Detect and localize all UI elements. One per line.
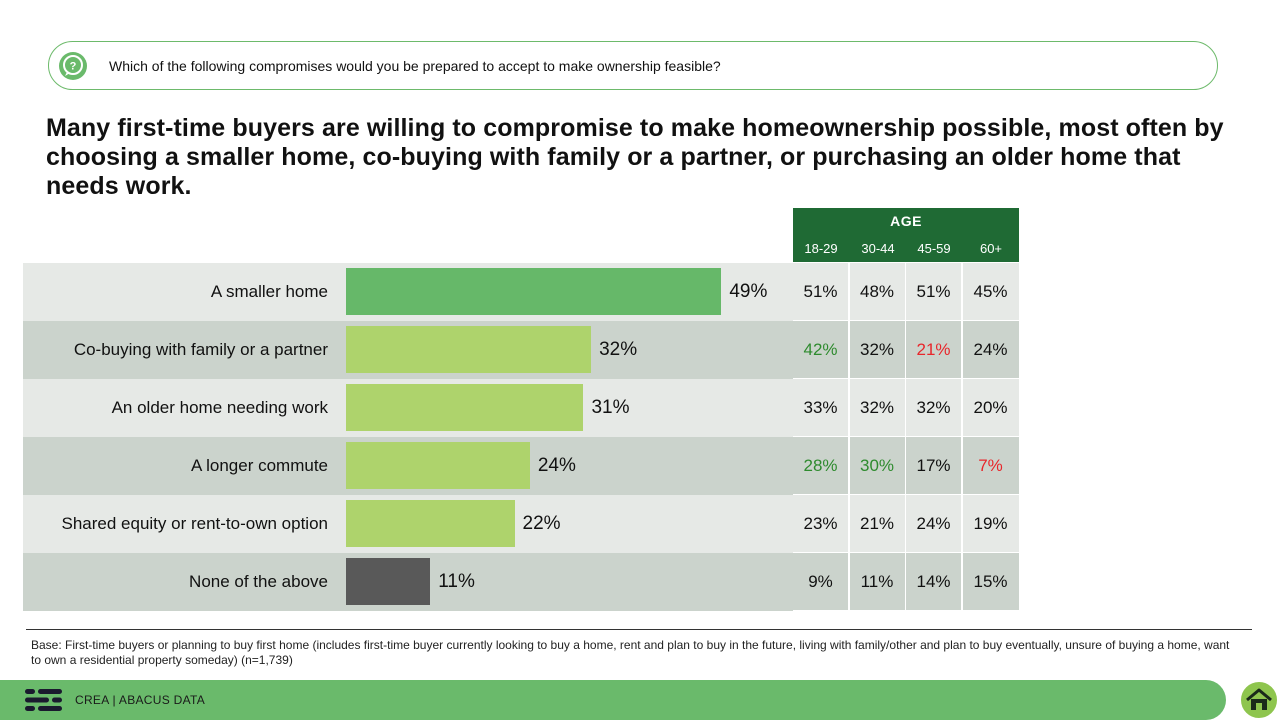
age-cell: 24%	[906, 495, 962, 553]
chart: AGE 18-29 30-44 45-59 60+ A smaller home…	[23, 208, 1023, 618]
chart-row: Co-buying with family or a partner 32% 42%…	[23, 321, 1019, 379]
footer-brand: CREA | ABACUS DATA	[75, 693, 206, 707]
age-cell: 19%	[962, 495, 1019, 553]
question-bubble-icon: ?	[59, 52, 87, 80]
age-cell: 15%	[962, 553, 1019, 611]
age-table-header: AGE 18-29 30-44 45-59 60+	[793, 208, 1019, 262]
house-icon	[1246, 688, 1272, 710]
age-cell: 11%	[849, 553, 906, 611]
category-label: A smaller home	[210, 282, 328, 301]
age-col-60-plus: 60+	[979, 241, 1003, 256]
age-col-45-59: 45-59	[917, 241, 951, 256]
svg-text:?: ?	[70, 61, 77, 73]
age-col-30-44: 30-44	[861, 241, 895, 256]
chart-row: None of the above 11% 9% 11% 14% 15%	[23, 553, 1019, 611]
chart-row: A longer commute 24% 28% 30% 17% 7%	[23, 437, 1019, 495]
age-cell: 51%	[906, 263, 962, 321]
footnote: Base: First-time buyers or planning to b…	[31, 638, 1230, 667]
bar	[346, 326, 592, 373]
age-cell: 21%	[906, 321, 962, 379]
age-cell: 17%	[906, 437, 962, 495]
age-cell: 21%	[849, 495, 906, 553]
bar	[346, 268, 722, 315]
bar-value-label: 49%	[729, 281, 768, 302]
page-title: Many first-time buyers are willing to co…	[46, 114, 1224, 200]
category-label: An older home needing work	[111, 398, 328, 417]
bar-value-label: 32%	[599, 339, 638, 360]
age-cell: 30%	[849, 437, 906, 495]
age-cell: 20%	[962, 379, 1019, 437]
category-label: Shared equity or rent-to-own option	[61, 514, 329, 533]
age-cell: 42%	[793, 321, 849, 379]
chart-row: An older home needing work 31% 33% 32% 32% 20…	[23, 379, 1019, 437]
age-cell: 23%	[793, 495, 849, 553]
bar	[346, 384, 584, 431]
bar	[346, 500, 515, 547]
age-cell: 32%	[849, 321, 906, 379]
age-cell: 24%	[962, 321, 1019, 379]
age-header-title: AGE	[890, 213, 922, 229]
age-cell: 48%	[849, 263, 906, 321]
question-text: Which of the following compromises would…	[109, 58, 721, 74]
abacus-logo-icon	[25, 689, 62, 711]
bar-value-label: 11%	[438, 571, 475, 592]
age-cell: 45%	[962, 263, 1019, 321]
footer-bar	[0, 680, 1226, 720]
age-col-18-29: 18-29	[804, 241, 838, 256]
age-cell: 28%	[793, 437, 849, 495]
category-label: A longer commute	[190, 456, 328, 475]
home-button[interactable]	[1239, 680, 1279, 720]
chart-row: A smaller home 49% 51% 48% 51% 45%	[23, 263, 1019, 321]
bar-value-label: 24%	[537, 455, 576, 476]
bar	[346, 442, 530, 489]
age-cell: 9%	[793, 553, 849, 611]
chart-row: Shared equity or rent-to-own option 22% 23…	[23, 495, 1019, 553]
age-cell: 14%	[906, 553, 962, 611]
age-cell: 7%	[962, 437, 1019, 495]
bar	[346, 558, 431, 605]
age-cell: 33%	[793, 379, 849, 437]
age-cell: 32%	[906, 379, 962, 437]
question-banner: ? Which of the following compromises wou…	[48, 41, 1218, 90]
category-label: Co-buying with family or a partner	[73, 340, 328, 359]
footnote-divider	[26, 629, 1252, 630]
age-cell: 32%	[849, 379, 906, 437]
age-cell: 51%	[793, 263, 849, 321]
bar-value-label: 31%	[591, 397, 630, 418]
category-label: None of the above	[189, 572, 328, 591]
bar-value-label: 22%	[522, 513, 561, 534]
